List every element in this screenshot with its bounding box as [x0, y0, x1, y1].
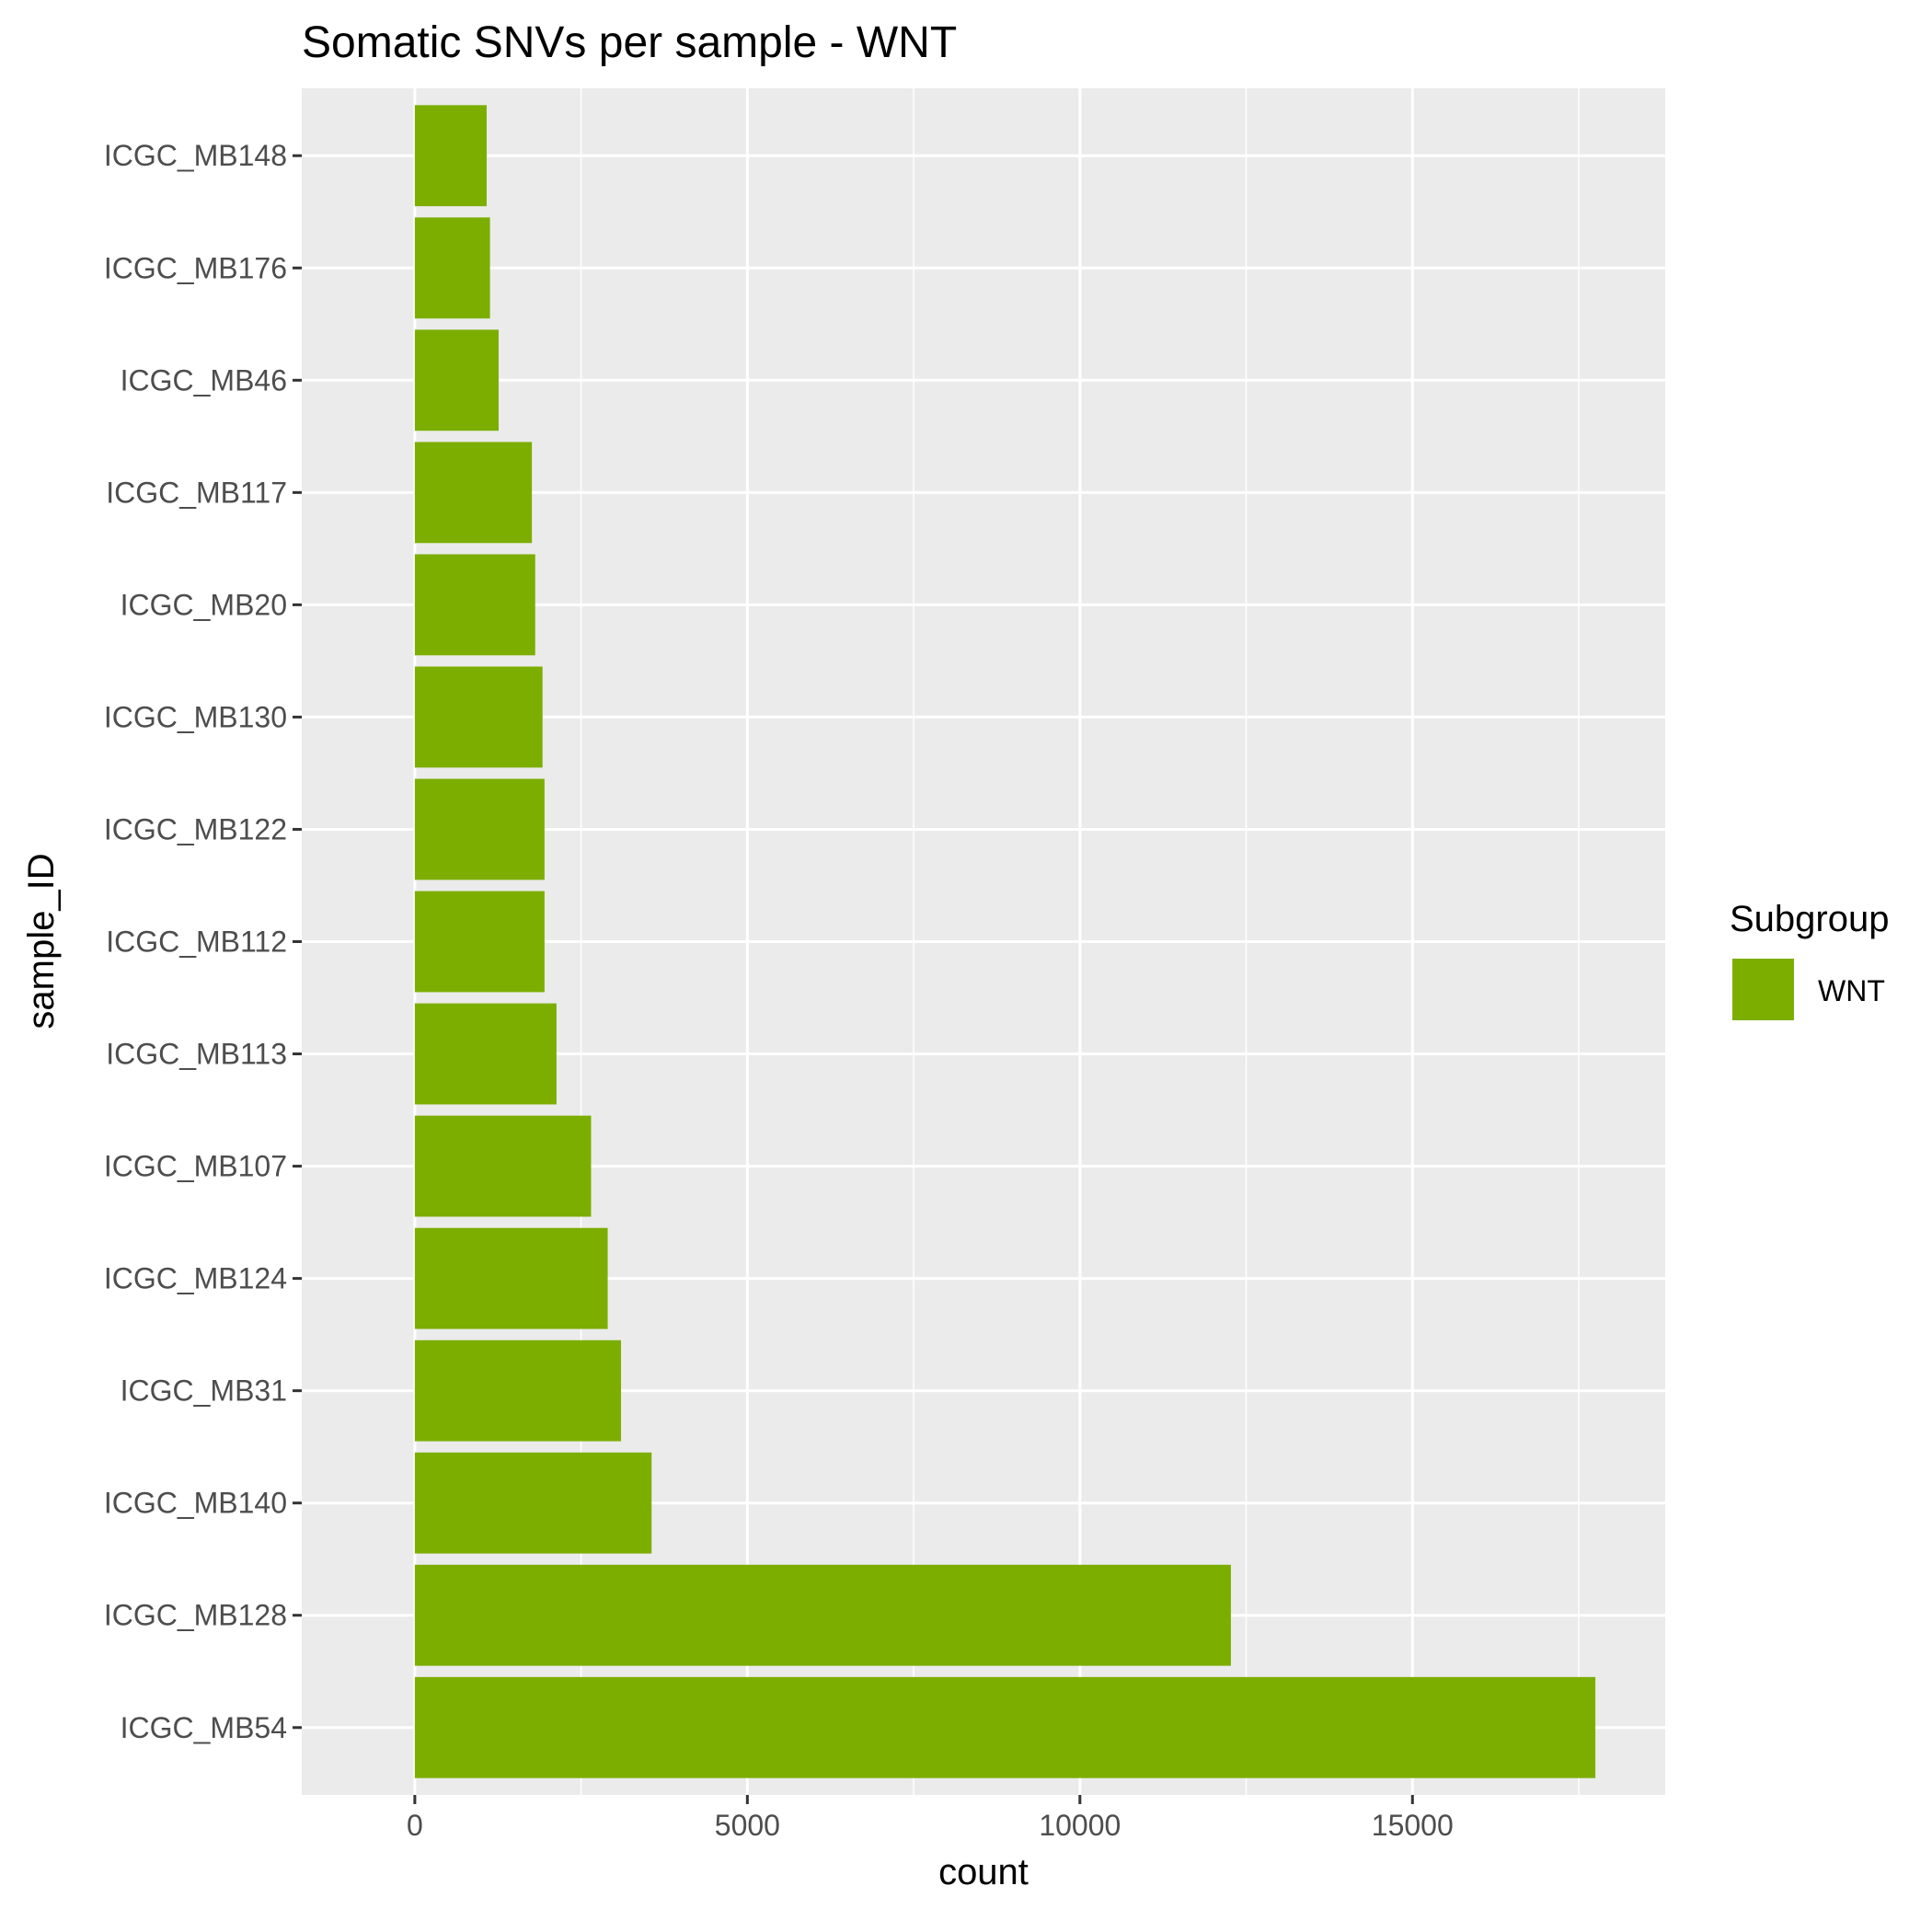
y-tick-label: ICGC_MB130	[104, 700, 287, 733]
x-axis-title: count	[938, 1852, 1029, 1892]
legend: Subgroup WNT	[1730, 899, 1889, 1020]
y-tick-label: ICGC_MB140	[104, 1487, 287, 1520]
y-tick-label: ICGC_MB112	[106, 926, 287, 959]
y-tick-label: ICGC_MB117	[106, 476, 287, 509]
x-axis: 0 5000 10000 15000	[407, 1795, 1454, 1842]
y-tick-label: ICGC_MB176	[104, 251, 287, 284]
legend-title: Subgroup	[1730, 899, 1889, 939]
y-tick-label: ICGC_MB113	[106, 1038, 287, 1071]
y-tick-label: ICGC_MB54	[121, 1711, 287, 1744]
bar	[414, 1227, 608, 1329]
bar	[414, 105, 487, 207]
bar	[414, 329, 499, 431]
bar	[414, 1452, 652, 1554]
bar	[414, 217, 490, 319]
bar	[414, 442, 533, 544]
y-tick-label: ICGC_MB122	[104, 812, 287, 845]
y-tick-label: ICGC_MB148	[104, 139, 287, 172]
legend-key-wnt	[1732, 959, 1794, 1020]
bar	[414, 778, 545, 880]
x-tick-label: 10000	[1039, 1809, 1121, 1842]
bar	[414, 1676, 1596, 1778]
bar	[414, 891, 545, 993]
legend-label-wnt: WNT	[1818, 974, 1885, 1007]
x-tick-label: 0	[407, 1809, 423, 1842]
bar	[414, 554, 535, 656]
y-tick-label: ICGC_MB31	[121, 1374, 287, 1408]
y-tick-label: ICGC_MB20	[121, 588, 287, 621]
bar	[414, 1115, 592, 1217]
y-tick-label: ICGC_MB107	[104, 1150, 287, 1183]
y-tick-label: ICGC_MB124	[104, 1262, 287, 1295]
y-tick-label: ICGC_MB128	[104, 1599, 287, 1632]
bar	[414, 1340, 622, 1442]
y-axis-title: sample_ID	[21, 853, 62, 1029]
bar	[414, 1564, 1231, 1666]
x-tick-label: 15000	[1372, 1809, 1454, 1842]
bar	[414, 666, 543, 768]
bar	[414, 1003, 557, 1105]
y-tick-label: ICGC_MB46	[121, 363, 287, 397]
x-tick-label: 5000	[715, 1809, 780, 1842]
y-axis: ICGC_MB148 ICGC_MB176 ICGC_MB46 ICGC_MB117 I…	[104, 139, 302, 1744]
bars	[414, 105, 1596, 1778]
chart-title: Somatic SNVs per sample - WNT	[302, 18, 957, 67]
